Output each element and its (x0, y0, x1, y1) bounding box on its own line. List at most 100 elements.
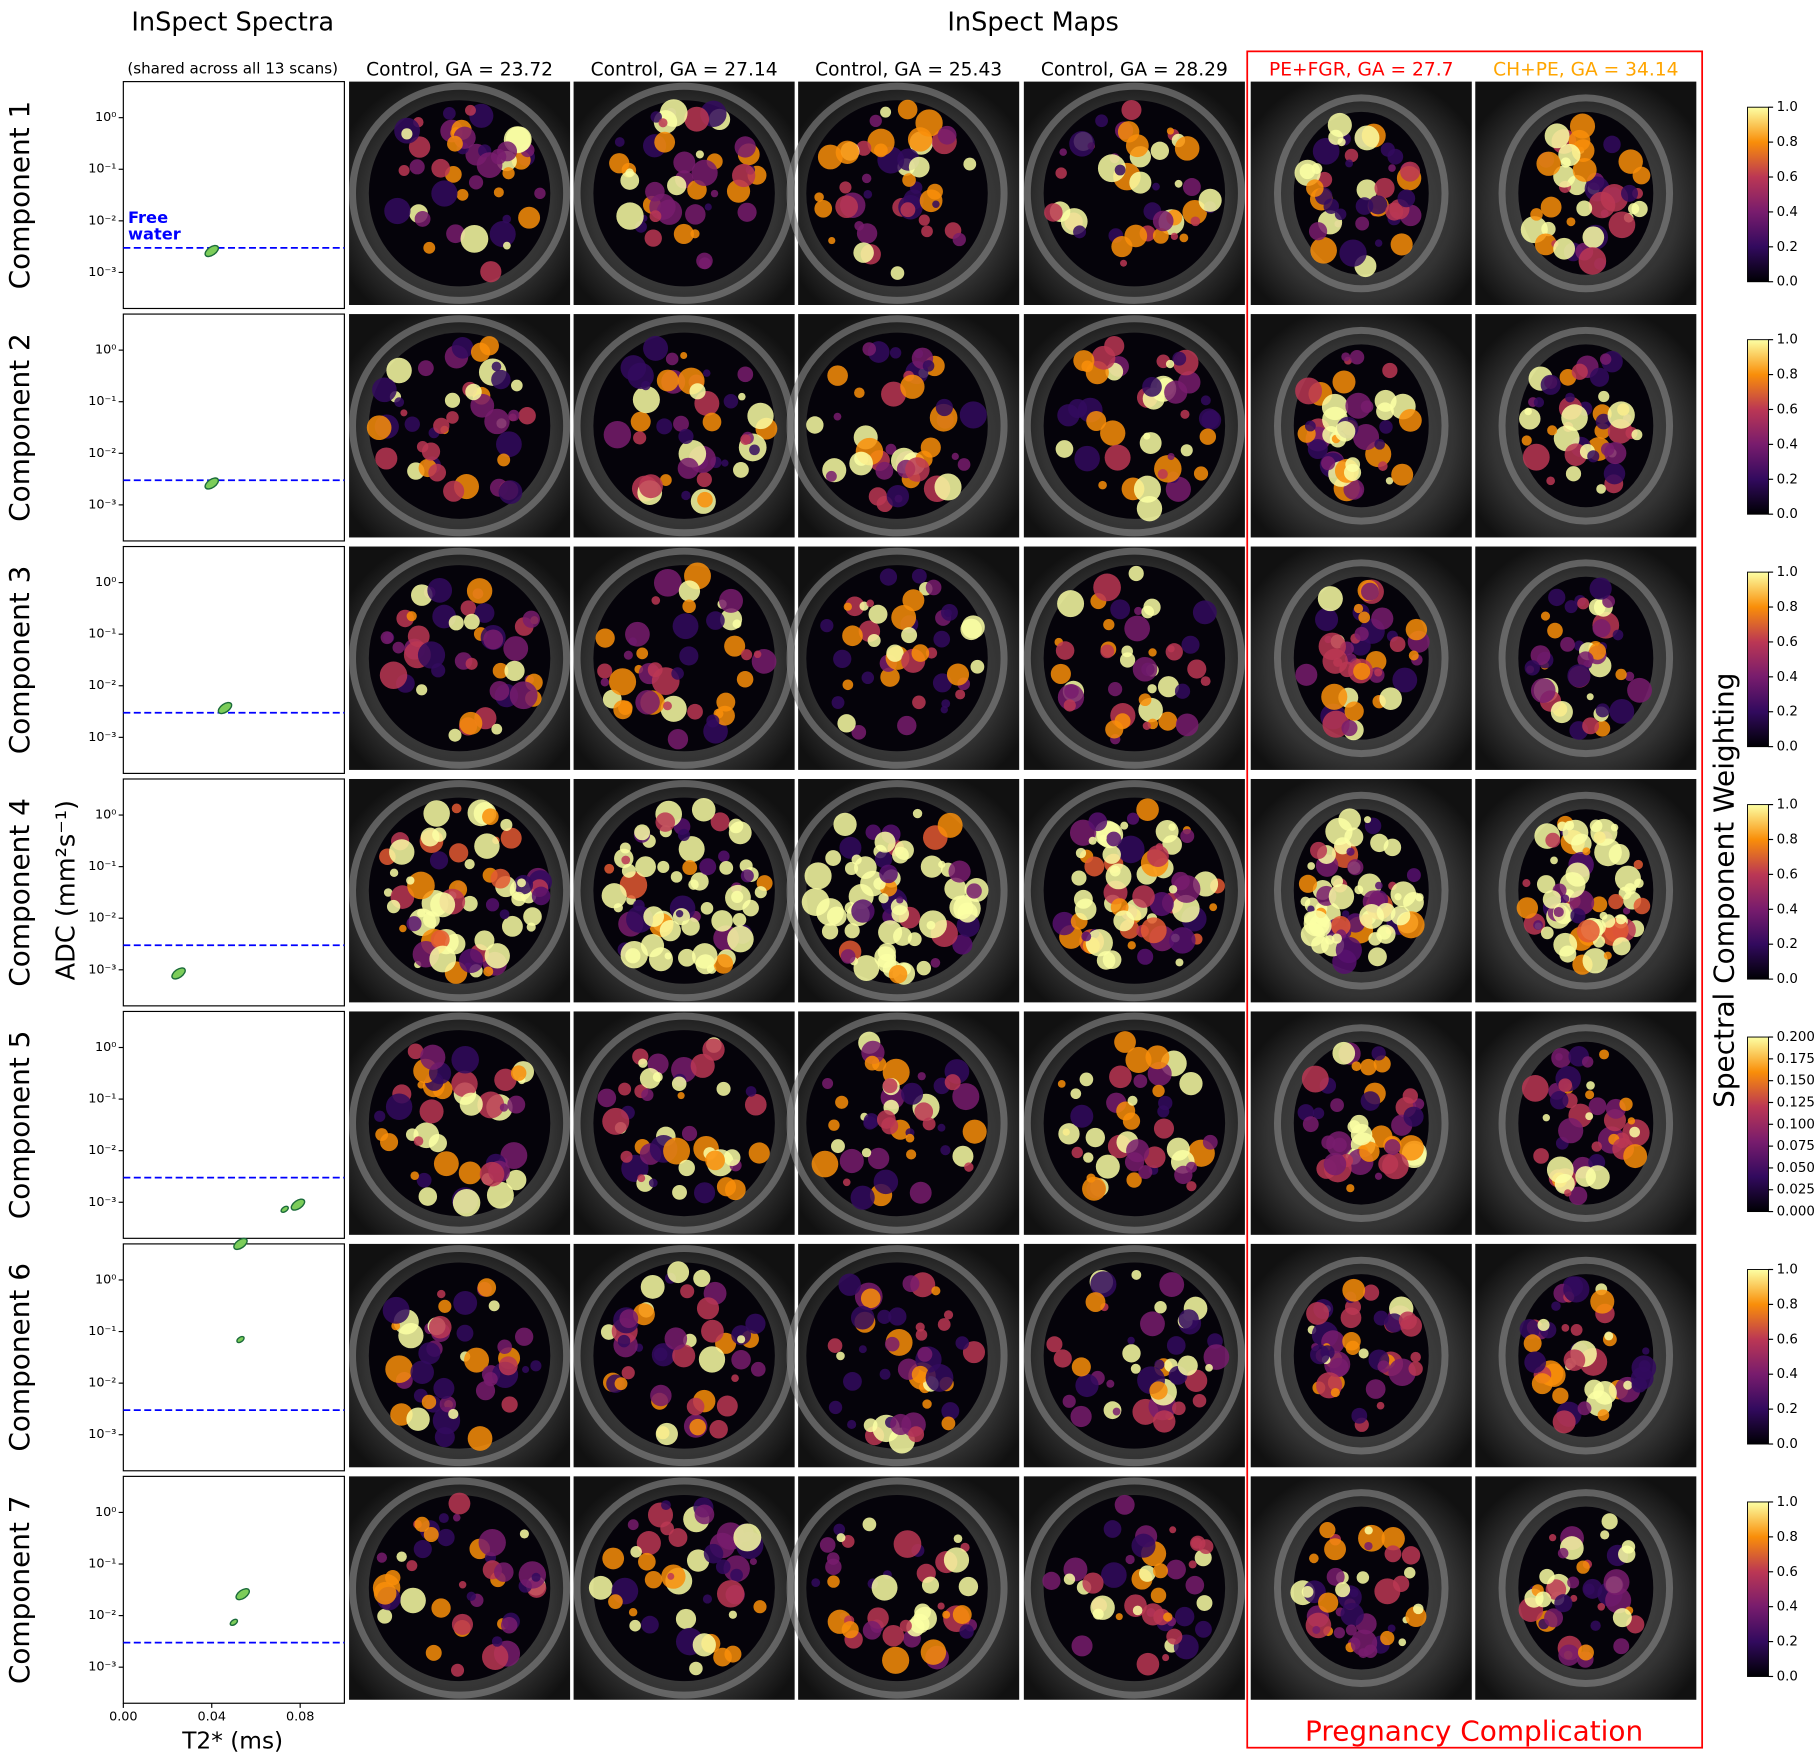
map-blob (408, 136, 431, 158)
map-blob (868, 604, 888, 624)
map-blob (723, 1149, 741, 1166)
map-blob (431, 1598, 451, 1618)
map-blob (686, 1397, 705, 1416)
map-blob (721, 459, 729, 467)
map-blob (656, 199, 683, 225)
map-blob (723, 1555, 750, 1582)
colorbar-tick-label: 0.6 (1777, 402, 1798, 417)
map-blob (1088, 812, 1108, 832)
map-blob (728, 1610, 737, 1619)
map-blob (1347, 859, 1364, 876)
map-blob (710, 812, 730, 832)
map-blob (491, 369, 511, 390)
map-blob (485, 898, 500, 912)
map-blob (1406, 868, 1421, 883)
map-ring (1023, 547, 1245, 769)
map-blob (673, 223, 694, 245)
spectra-note: (shared across all 13 scans) (127, 59, 338, 77)
map-blob (1342, 1278, 1366, 1302)
map-blob (695, 150, 704, 159)
map-blob (849, 451, 873, 476)
map-blob (1524, 1351, 1547, 1374)
map-blob (1092, 1608, 1104, 1620)
map-ring (1023, 1245, 1245, 1467)
colorbar-tick-label: 0.6 (1777, 170, 1798, 185)
map-blob (437, 1528, 455, 1547)
map-blob (507, 1095, 526, 1114)
map-blob (1589, 642, 1607, 660)
map-blob (862, 342, 877, 356)
map-blob (660, 1521, 674, 1536)
column-label: Control, GA = 25.43 (815, 59, 1002, 80)
map-blob (1093, 573, 1121, 602)
map-blob (496, 431, 522, 458)
map-blob (1609, 698, 1635, 724)
map-image (1475, 314, 1697, 538)
map-blob (1577, 651, 1594, 668)
map-blob (632, 386, 660, 414)
map-blob (839, 836, 862, 859)
map-blob (1132, 885, 1155, 908)
map-blob (499, 1103, 509, 1112)
map-blob (425, 1644, 442, 1661)
map-blob (604, 863, 615, 874)
map-blob (732, 163, 756, 188)
map-blob (502, 167, 515, 180)
map-blob (1586, 693, 1594, 701)
map-blob (1329, 1357, 1349, 1377)
colorbar-tick-label: 0.0 (1777, 1437, 1798, 1452)
map-blob (905, 1133, 915, 1143)
map-blob (416, 1172, 432, 1188)
map-blob (1603, 951, 1612, 960)
map-blob (1383, 838, 1402, 857)
map-blob (842, 1178, 851, 1187)
map-ring (1498, 1256, 1674, 1455)
map-blob (836, 1351, 845, 1361)
component-label: Component 4 (3, 798, 36, 987)
map-blob (498, 1356, 518, 1376)
map-blob (1195, 1620, 1212, 1638)
map-blob (888, 1307, 907, 1326)
colorbar-tick-label: 0.150 (1777, 1074, 1815, 1089)
map-blob (500, 1616, 518, 1634)
map-blob (366, 415, 392, 441)
map-blob (959, 401, 987, 429)
map-blob (1301, 1586, 1314, 1598)
map-blob (1341, 352, 1351, 362)
map-blob (500, 827, 522, 849)
map-blob (897, 715, 917, 736)
map-blob (389, 868, 399, 878)
map-blob (1541, 221, 1556, 237)
map-blob (1377, 461, 1388, 471)
map-blob (838, 1273, 861, 1296)
map-blob (1103, 1520, 1122, 1538)
column-label: Control, GA = 27.14 (591, 59, 778, 80)
map-blob (957, 458, 971, 471)
map-blob (1599, 353, 1612, 365)
map-blob (1153, 1410, 1176, 1433)
map-blob (1413, 1603, 1424, 1615)
map-image (349, 546, 571, 770)
map-blob (427, 577, 453, 603)
map-blob (1303, 910, 1330, 937)
map-blob (886, 485, 910, 508)
map-image (1023, 778, 1245, 1003)
map-blob (1058, 1123, 1080, 1145)
map-blob (1114, 1494, 1135, 1515)
map-blob (1170, 232, 1179, 241)
map-blob (478, 1528, 506, 1557)
map-blob (664, 1327, 688, 1350)
map-blob (1564, 1189, 1572, 1197)
map-blob (1174, 1165, 1193, 1185)
map-blob (1585, 1090, 1595, 1100)
map-blob (632, 1303, 655, 1326)
map-blob (423, 800, 450, 827)
map-blob (1300, 896, 1311, 907)
map-blob (1307, 862, 1316, 870)
map-blob (1108, 681, 1123, 697)
map-blob (914, 1102, 934, 1122)
map-blob (1627, 677, 1652, 703)
map-blob (1096, 951, 1116, 970)
map-blob (955, 689, 966, 700)
